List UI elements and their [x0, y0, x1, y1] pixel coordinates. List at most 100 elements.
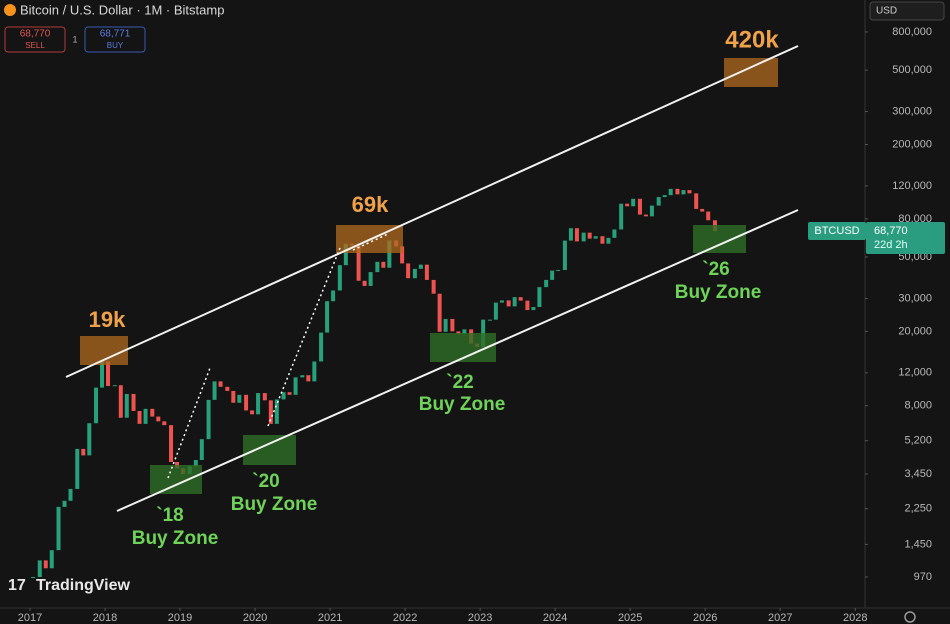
candle [675, 188, 680, 195]
candle [562, 240, 567, 270]
annotations: 19k 69k 420k `18 Buy Zone `20 Buy Zone `… [89, 26, 780, 549]
candle [118, 385, 123, 418]
candle [574, 228, 579, 242]
settings-icon[interactable] [904, 611, 916, 623]
annotation: `22 [446, 372, 473, 393]
annotation: 19k [89, 307, 126, 332]
annotation: Buy Zone [419, 394, 506, 415]
candle [462, 329, 467, 334]
annotation: Buy Zone [231, 494, 318, 515]
buy-zone [693, 225, 746, 253]
candle [156, 416, 161, 422]
annotation: Buy Zone [132, 528, 219, 549]
candle [619, 203, 624, 230]
currency[interactable]: USD [876, 6, 897, 17]
x-tick-label: 2020 [243, 612, 267, 624]
x-tick-label: 2017 [18, 612, 42, 624]
x-tick-label: 2028 [843, 612, 867, 624]
candle [512, 297, 517, 307]
dotted-path [352, 233, 389, 251]
y-tick-label: 5,200 [904, 435, 932, 447]
candle [493, 302, 498, 320]
candle [499, 300, 504, 303]
candle [150, 408, 155, 417]
candle [544, 279, 549, 288]
candle [319, 332, 324, 362]
annotation: `20 [252, 471, 279, 492]
candle [337, 265, 342, 291]
spread: 1 [72, 34, 77, 44]
candle [424, 264, 429, 280]
buy-price[interactable]: 68,771 [100, 29, 131, 40]
candle [206, 399, 211, 440]
candle [687, 190, 692, 194]
candle [43, 560, 48, 569]
buy-button[interactable] [84, 26, 146, 53]
candle [431, 279, 436, 294]
candle [268, 400, 273, 424]
candle [56, 506, 61, 551]
candle [94, 387, 99, 424]
candle [112, 385, 117, 387]
candle [218, 381, 223, 387]
candle [81, 448, 86, 456]
candle [237, 394, 242, 403]
candle [306, 375, 311, 382]
annotation: `18 [156, 505, 183, 526]
candle [506, 300, 511, 307]
candle [131, 393, 136, 411]
y-tick-label: 8,000 [904, 400, 932, 412]
buy-label[interactable]: BUY [107, 41, 124, 50]
sell-price[interactable]: 68,770 [20, 29, 51, 40]
candle [637, 198, 642, 215]
x-tick-label: 2019 [168, 612, 192, 624]
candle [100, 361, 105, 388]
candle [418, 264, 423, 269]
dotted-path [267, 247, 341, 427]
y-tick-label: 300,000 [892, 105, 932, 117]
candle [700, 208, 705, 212]
candle [612, 229, 617, 238]
candle [443, 318, 448, 332]
candle [600, 236, 605, 244]
candle [193, 459, 198, 467]
candle [293, 377, 298, 395]
candle [75, 448, 80, 489]
candle [143, 408, 148, 424]
candle [537, 287, 542, 308]
x-tick-label: 2025 [618, 612, 642, 624]
candle [281, 392, 286, 400]
candle [649, 205, 654, 217]
candle [662, 195, 667, 198]
candle [274, 399, 279, 424]
candle [456, 331, 461, 334]
y-tick-label: 120,000 [892, 180, 932, 192]
candle [87, 423, 92, 456]
candle [162, 421, 167, 426]
candle [412, 268, 417, 279]
candle [169, 425, 174, 463]
candle [400, 246, 405, 264]
y-tick-label: 30,000 [898, 292, 932, 304]
candle [631, 198, 636, 207]
candle [450, 318, 455, 332]
candle [362, 280, 367, 286]
sell-label[interactable]: SELL [25, 41, 45, 50]
candle [587, 232, 592, 239]
candle [668, 188, 673, 196]
price-tag-countdown: 22d 2h [874, 239, 908, 251]
candle [625, 203, 630, 207]
buy-zone [150, 465, 202, 494]
y-tick-label: 80,000 [898, 213, 932, 225]
y-tick-label: 3,450 [904, 468, 932, 480]
channel-line [65, 45, 799, 378]
symbol-tag-text: BTCUSD [814, 225, 859, 237]
candle [694, 193, 699, 209]
currency-select[interactable] [869, 1, 945, 21]
candle [225, 386, 230, 391]
symbol-icon [4, 4, 16, 16]
annotation: 420k [725, 26, 779, 53]
annotation: `26 [702, 259, 729, 280]
sell-button[interactable] [4, 26, 66, 53]
